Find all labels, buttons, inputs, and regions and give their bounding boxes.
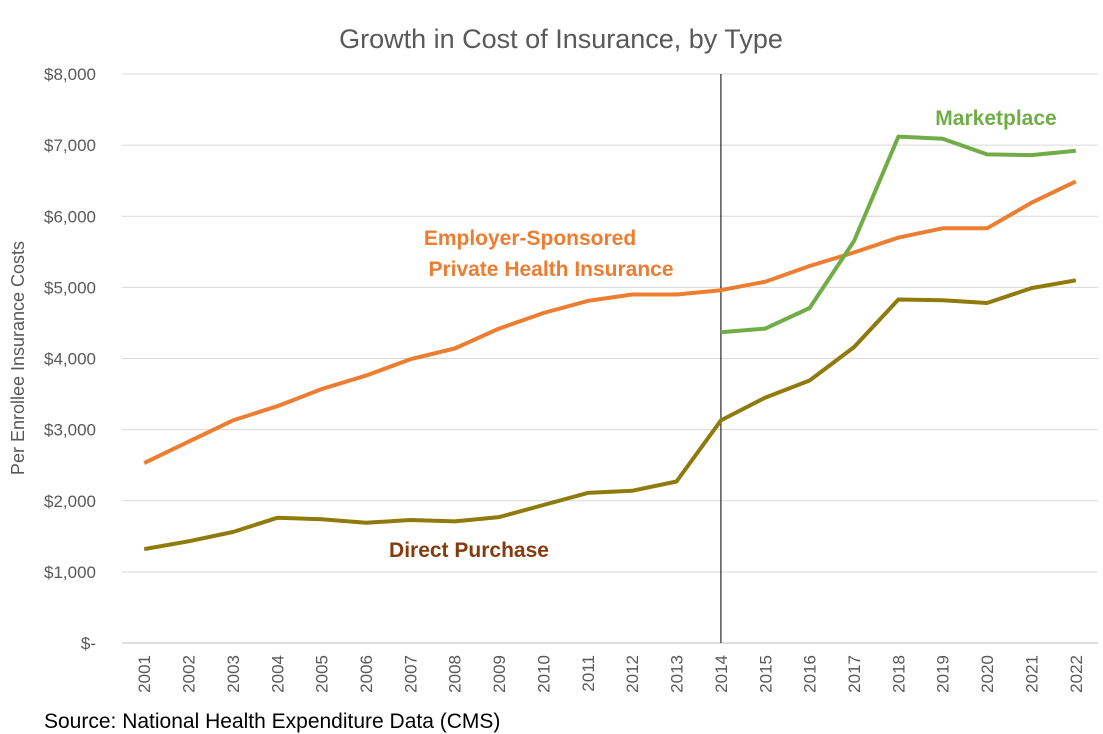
- series-line-2: [143, 278, 1077, 552]
- y-tick-label: $6,000: [44, 207, 96, 226]
- x-tick-label: 2019: [934, 655, 953, 693]
- x-tick-label: 2015: [756, 655, 775, 693]
- x-tick-label: 2005: [313, 655, 332, 693]
- y-axis-label: Per Enrollee Insurance Costs: [8, 241, 28, 475]
- x-tick-label: 2006: [357, 655, 376, 693]
- y-tick-label: $7,000: [44, 136, 96, 155]
- x-tick-label: 2018: [889, 655, 908, 693]
- x-tick-label: 2008: [446, 655, 465, 693]
- series-label-employer-line-2: Private Health Insurance: [428, 258, 673, 281]
- x-tick-label: 2007: [401, 655, 420, 693]
- x-tick-label: 2012: [623, 655, 642, 693]
- series-label-marketplace: Marketplace: [935, 107, 1056, 130]
- x-tick-label: 2002: [180, 655, 199, 693]
- x-tick-label: 2003: [224, 655, 243, 693]
- y-tick-label: $2,000: [44, 492, 96, 511]
- series-label-employer-line-1: Employer-Sponsored: [424, 227, 636, 250]
- y-tick-label: $5,000: [44, 278, 96, 297]
- source-note: Source: National Health Expenditure Data…: [44, 710, 500, 733]
- y-tick-label: $4,000: [44, 350, 96, 369]
- x-tick-label: 2022: [1067, 655, 1086, 693]
- x-tick-label: 2010: [534, 655, 553, 693]
- x-tick-label: 2001: [135, 655, 154, 693]
- chart-title: Growth in Cost of Insurance, by Type: [339, 24, 783, 54]
- x-tick-label: 2011: [579, 655, 598, 692]
- y-tick-label: $3,000: [44, 421, 96, 440]
- x-tick-label: 2017: [845, 655, 864, 693]
- x-tick-labels: 2001 2002 2003 2004 2005 2006 2007 2008 2009 2010…: [135, 655, 1086, 693]
- x-tick-label: 2020: [978, 655, 997, 693]
- x-tick-label: 2004: [268, 655, 287, 693]
- x-tick-label: 2014: [712, 655, 731, 693]
- gridlines: [122, 73, 1098, 644]
- y-tick-label: $8,000: [44, 65, 96, 84]
- x-tick-label: 2013: [668, 655, 687, 693]
- y-tick-label: $-: [81, 634, 96, 653]
- y-tick-labels: $- $1,000 $2,000 $3,000 $4,000 $5,000 $6,000 $7…: [44, 65, 96, 653]
- series-line-0: [143, 179, 1077, 465]
- y-tick-label: $1,000: [44, 563, 96, 582]
- series-label-direct-purchase: Direct Purchase: [389, 539, 549, 562]
- x-tick-label: 2009: [490, 655, 509, 693]
- series-line-1: [720, 134, 1076, 335]
- x-tick-label: 2016: [801, 655, 820, 693]
- series-lines: [143, 134, 1077, 552]
- x-tick-label: 2021: [1022, 655, 1041, 693]
